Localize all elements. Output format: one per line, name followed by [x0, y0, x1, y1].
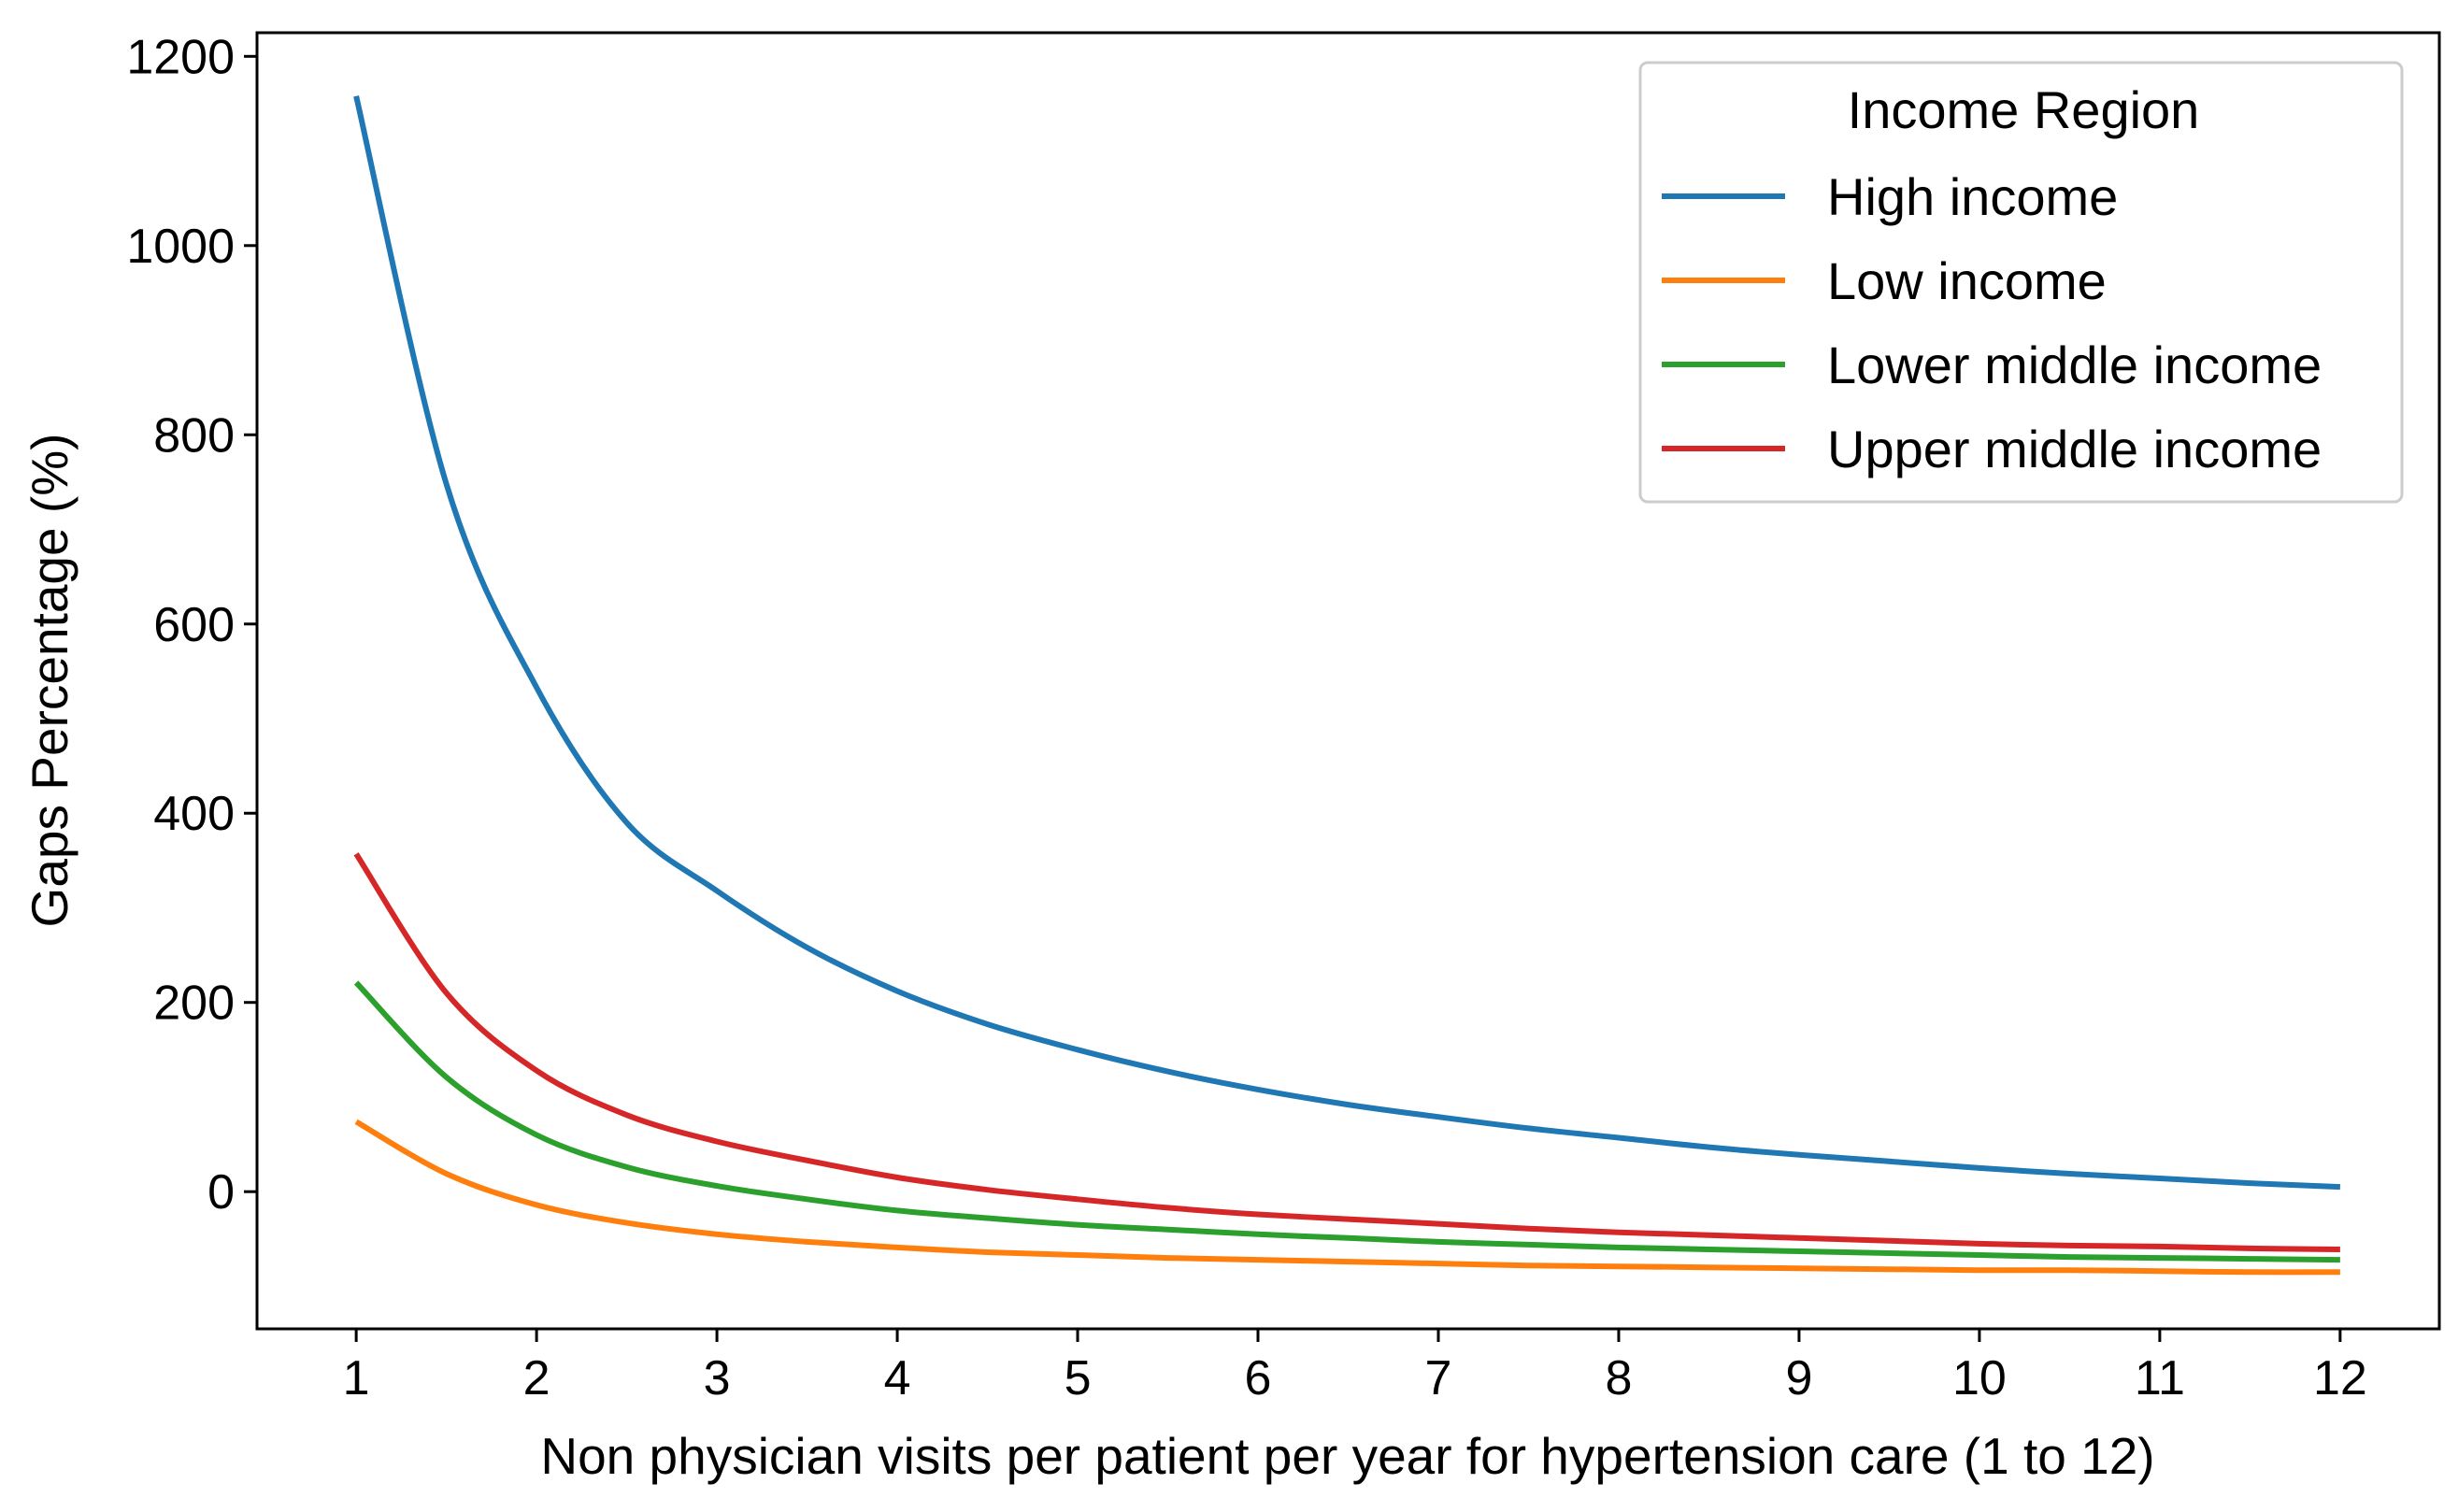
series-line-lower-middle-income [353, 980, 2340, 1263]
y-tick-label: 1200 [126, 30, 235, 84]
x-tick-label: 8 [1606, 1351, 1633, 1405]
x-tick-label: 4 [884, 1351, 911, 1405]
y-axis-label: Gaps Percentage (%) [21, 434, 79, 928]
x-tick-label: 3 [704, 1351, 731, 1405]
y-axis: 0 200 400 600 800 1000 1200 [126, 30, 257, 1220]
x-tick-label: 11 [2135, 1351, 2185, 1405]
x-tick-label: 5 [1065, 1351, 1092, 1405]
y-tick-label: 0 [207, 1165, 235, 1220]
legend-label-lower-middle-income: Lower middle income [1827, 335, 2322, 394]
x-tick-label: 7 [1425, 1351, 1452, 1405]
x-tick-label: 2 [523, 1351, 550, 1405]
x-tick-label: 9 [1785, 1351, 1812, 1405]
legend-box [1638, 61, 2404, 504]
x-tick-label: 1 [343, 1351, 370, 1405]
series-line-upper-middle-income [353, 852, 2340, 1252]
y-tick-label: 600 [153, 598, 235, 652]
y-tick-label: 800 [153, 408, 235, 463]
series-line-low-income [354, 1119, 2340, 1276]
series-line-high-income [353, 95, 2341, 1191]
legend-label-high-income: High income [1827, 167, 2118, 226]
y-tick-label: 400 [153, 787, 235, 841]
x-tick-label: 6 [1245, 1351, 1272, 1405]
y-tick-label: 1000 [126, 220, 235, 274]
plot-frame [255, 31, 2441, 1331]
legend: Income Region High income Low income Lower… [1638, 61, 2404, 504]
x-axis: 1 2 3 4 5 6 7 8 9 10 11 12 [343, 1329, 2367, 1405]
legend-label-upper-middle-income: Upper middle income [1827, 420, 2322, 478]
legend-label-low-income: Low income [1827, 251, 2107, 310]
x-tick-label: 12 [2313, 1351, 2367, 1405]
series-lines [353, 95, 2341, 1276]
y-tick-label: 200 [153, 977, 235, 1031]
legend-title: Income Region [1848, 80, 2200, 139]
x-tick-label: 10 [1952, 1351, 2007, 1405]
x-axis-label: Non physician visits per patient per yea… [540, 1427, 2154, 1485]
